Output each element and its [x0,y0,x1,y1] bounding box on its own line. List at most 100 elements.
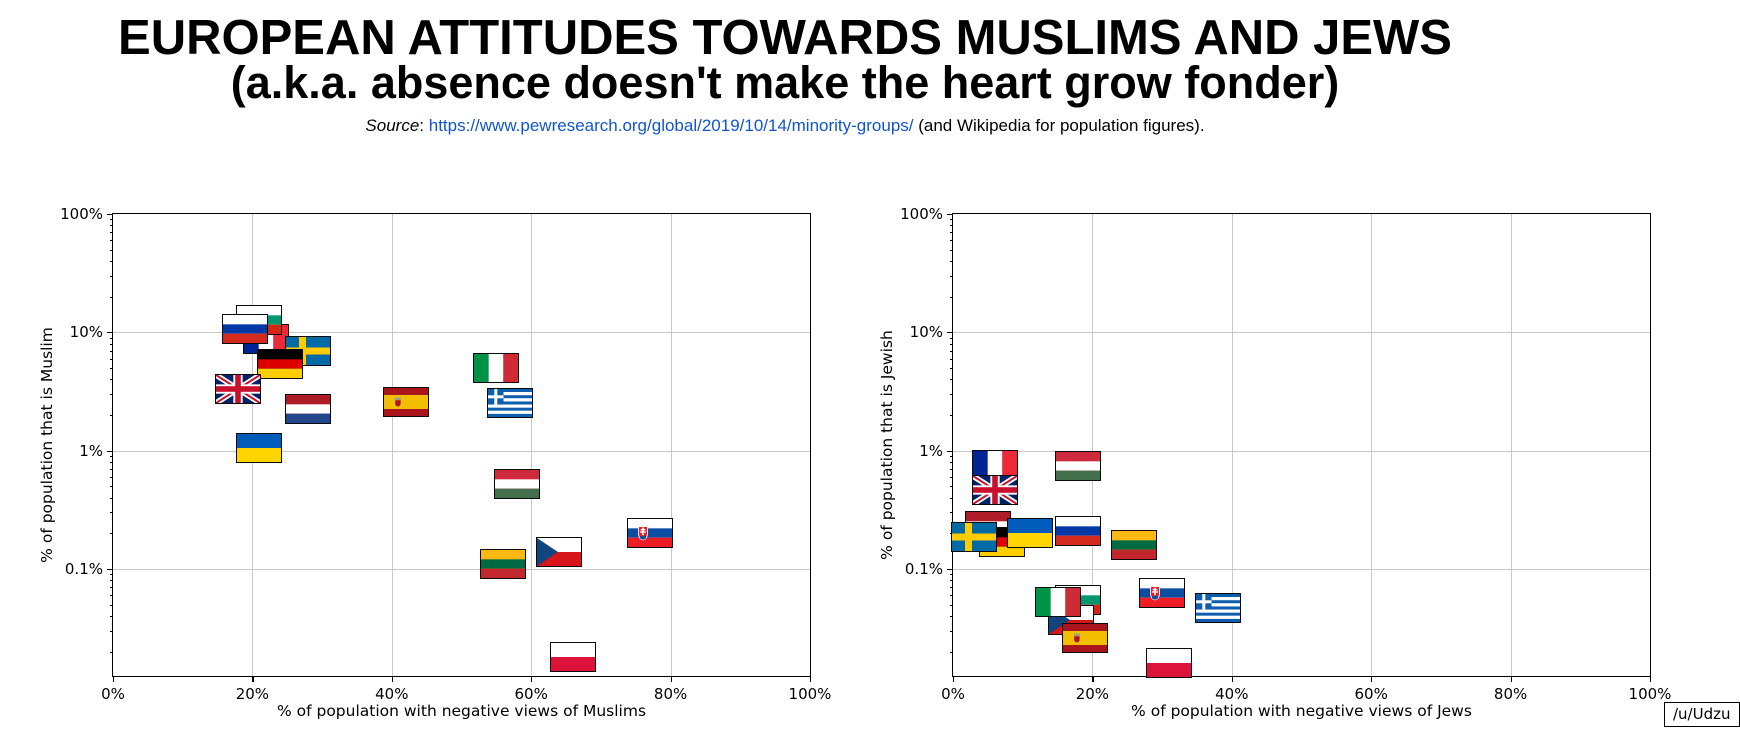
y-minor-tick [949,587,953,589]
flag-de-marker [257,348,304,379]
y-gridline [113,332,810,334]
gb-flag-icon [972,476,1017,505]
x-gridline [670,214,672,676]
y-minor-tick [109,249,113,251]
source-separator: : [419,116,429,135]
it-flag-icon [474,353,519,382]
y-minor-tick [109,512,113,514]
y-minor-tick [109,580,113,582]
y-minor-tick [949,275,953,277]
flag-gr-marker [487,387,534,418]
x-tick [1092,676,1094,682]
ua-flag-icon [1007,519,1052,548]
y-minor-tick [109,358,113,360]
flag-it-marker [473,352,520,383]
flag-lt-marker [1111,529,1158,560]
y-minor-tick [949,358,953,360]
y-tick-label: 0.1% [64,559,103,578]
flag-sk-marker [1139,577,1186,608]
y-minor-tick [109,350,113,352]
y-major-tick [947,450,953,452]
flag-hu-marker [494,469,541,500]
y-minor-tick [109,615,113,617]
y-minor-tick [949,462,953,464]
pl-flag-icon [1147,649,1192,678]
x-axis-title: % of population with negative views of J… [1131,702,1472,720]
lt-flag-icon [1112,530,1157,559]
y-minor-tick [109,486,113,488]
y-tick-label: 1% [919,441,943,460]
y-minor-tick [109,232,113,234]
flag-ru-marker [222,314,269,345]
x-tick [252,676,254,682]
y-minor-tick [109,533,113,535]
x-tick [1231,676,1233,682]
x-tick [1510,676,1512,682]
flag-gb-marker [215,374,262,405]
y-axis-title: % of population that is Jewish [878,330,896,560]
y-minor-tick [949,604,953,606]
y-minor-tick [109,414,113,416]
y-minor-tick [109,240,113,242]
y-gridline [113,450,810,452]
watermark-udzu: /u/Udzu [1664,702,1740,727]
flag-es-marker [1062,623,1109,654]
x-gridline [1371,214,1373,676]
chart-title: EUROPEAN ATTITUDES TOWARDS MUSLIMS AND J… [118,11,1452,65]
x-tick [953,676,955,682]
x-gridline [391,214,393,676]
y-minor-tick [109,394,113,396]
flag-ru-marker [1055,515,1102,546]
y-minor-tick [949,468,953,470]
de-flag-icon [258,349,303,378]
y-minor-tick [109,497,113,499]
y-minor-tick [949,232,953,234]
x-tick [531,676,533,682]
y-minor-tick [949,225,953,227]
source-line: Source: https://www.pewresearch.org/glob… [0,116,1570,136]
y-minor-tick [109,296,113,298]
nl-flag-icon [286,394,331,423]
hu-flag-icon [495,470,540,499]
x-tick [391,676,393,682]
y-minor-tick [109,604,113,606]
y-minor-tick [949,476,953,478]
it-flag-icon [1035,588,1080,617]
y-major-tick [947,568,953,571]
plot-frame [112,213,811,677]
gr-flag-icon [1195,593,1240,622]
es-flag-icon [383,387,428,416]
y-tick-label: 100% [900,205,943,223]
y-minor-tick [949,261,953,263]
flag-fr-marker [971,449,1018,480]
x-tick-label: 0% [941,685,965,703]
y-minor-tick [949,595,953,597]
flag-gb-marker [971,475,1018,506]
y-minor-tick [949,651,953,653]
hu-flag-icon [1056,452,1101,481]
flag-pl-marker [550,642,597,672]
x-gridline [1092,214,1094,676]
y-tick-label: 100% [60,205,103,223]
y-minor-tick [949,580,953,582]
x-tick-label: 60% [514,685,548,703]
y-tick-label: 1% [79,441,103,460]
y-minor-tick [949,343,953,345]
x-tick [810,676,812,682]
y-minor-tick [109,595,113,597]
y-minor-tick [109,367,113,369]
y-minor-tick [949,379,953,381]
y-minor-tick [949,497,953,499]
y-minor-tick [949,414,953,416]
se-flag-icon [951,523,996,552]
y-gridline [953,568,1650,570]
y-minor-tick [949,394,953,396]
flag-cz-marker [536,536,583,567]
x-tick-label: 20% [235,685,270,703]
x-gridline [531,214,533,676]
x-tick-label: 80% [653,685,688,703]
y-minor-tick [949,367,953,369]
source-link[interactable]: https://www.pewresearch.org/global/2019/… [428,116,914,135]
x-gridline [1510,214,1512,676]
